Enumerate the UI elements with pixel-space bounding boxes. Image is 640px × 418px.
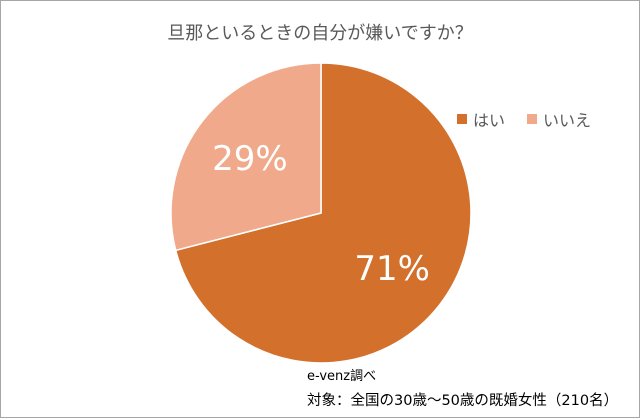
subject-note: 対象：全国の30歳〜50歳の既婚女性（210名） [307,393,619,409]
chart-title: 旦那といるときの自分が嫌いですか？ [167,23,473,44]
pie-slice-yes [174,62,472,364]
legend-label-no: いいえ [543,111,592,130]
legend-swatch-yes [457,114,467,124]
legend-swatch-no [527,114,537,124]
legend-item-no: いいえ [527,107,591,131]
legend-label-yes: はい [473,111,506,130]
legend-item-yes: はい [457,107,505,131]
pie-slice-no [170,62,322,252]
data-label-yes: 71% [354,249,430,289]
data-label-no: 29% [212,139,288,179]
source-note: e-venz調べ [307,369,377,384]
